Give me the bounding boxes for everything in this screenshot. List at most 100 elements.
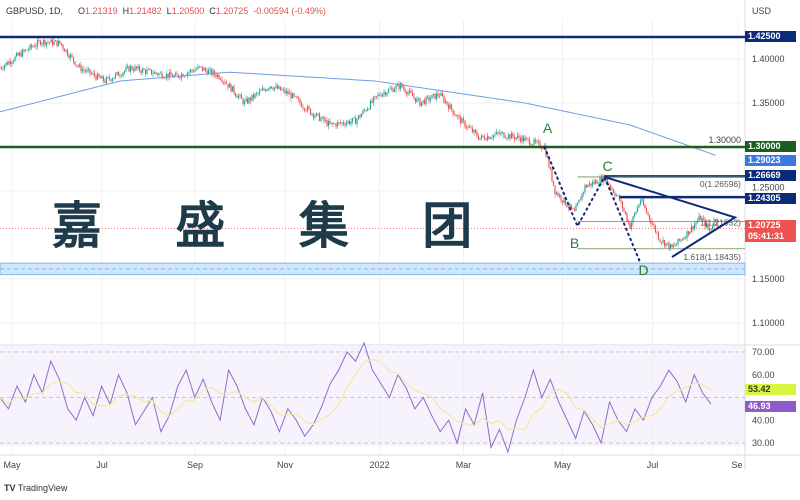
candle xyxy=(284,89,286,94)
candle xyxy=(521,136,523,142)
candle xyxy=(60,43,63,46)
candle xyxy=(477,136,480,140)
candle xyxy=(399,83,402,89)
candle xyxy=(9,61,12,64)
candle xyxy=(281,89,283,91)
rsi-ma-value-label: 53.42 xyxy=(745,383,796,395)
candle xyxy=(209,68,211,71)
candle xyxy=(537,141,540,142)
tradingview-logo[interactable]: TV TradingView xyxy=(4,483,68,493)
candle xyxy=(158,73,160,75)
candle xyxy=(276,85,279,89)
candle xyxy=(393,89,396,92)
candle xyxy=(53,41,55,45)
candle xyxy=(105,77,108,83)
candle xyxy=(641,199,643,201)
candle xyxy=(75,65,78,66)
candle xyxy=(599,177,601,184)
candle xyxy=(450,104,453,110)
rsi-line xyxy=(0,341,712,454)
candle xyxy=(456,115,459,117)
candle xyxy=(101,76,103,79)
candle xyxy=(162,77,165,79)
candle xyxy=(645,208,648,213)
candle xyxy=(95,75,97,80)
fib-label: 0(1.26596) xyxy=(700,179,741,189)
rsi-tick-label: 70.00 xyxy=(752,347,775,357)
candle xyxy=(372,97,375,103)
candle xyxy=(218,74,220,79)
candle xyxy=(470,127,472,129)
candle xyxy=(192,70,195,72)
candle xyxy=(449,104,451,109)
logo-text: TradingView xyxy=(17,483,68,493)
candle xyxy=(674,245,676,246)
candle xyxy=(216,74,219,78)
candle xyxy=(5,62,7,66)
candle xyxy=(359,115,361,118)
close-prefix: C xyxy=(209,6,216,16)
candle xyxy=(0,67,1,69)
candle xyxy=(611,188,613,190)
candle xyxy=(387,89,390,93)
candle xyxy=(6,62,9,65)
candle xyxy=(473,129,475,133)
candle xyxy=(438,95,441,97)
candle xyxy=(327,120,330,126)
candle xyxy=(609,185,612,189)
candle xyxy=(576,203,579,206)
rsi-tick-label: 40.00 xyxy=(752,415,775,425)
high-prefix: H xyxy=(122,6,130,16)
candle xyxy=(80,64,82,72)
price-level-label: 1.30000 xyxy=(745,141,796,152)
candle xyxy=(239,94,241,96)
candle xyxy=(92,73,94,74)
candle xyxy=(161,72,163,78)
candle xyxy=(324,120,327,121)
candle xyxy=(455,114,457,117)
candle xyxy=(27,49,30,51)
candle xyxy=(561,200,564,203)
candle xyxy=(468,126,471,128)
candle xyxy=(138,66,141,71)
candle xyxy=(392,88,394,92)
x-tick-label: Se xyxy=(731,460,742,470)
candle xyxy=(429,98,432,101)
candle xyxy=(654,225,657,232)
abcd-label-c: C xyxy=(602,158,612,174)
candle xyxy=(78,64,81,67)
candle xyxy=(203,68,205,71)
candle xyxy=(332,122,334,124)
candle xyxy=(227,83,229,88)
candle xyxy=(254,93,256,99)
y-tick-label: 1.35000 xyxy=(752,98,785,108)
candle xyxy=(116,71,118,74)
candle xyxy=(503,132,505,138)
candle xyxy=(672,245,675,248)
candle xyxy=(405,91,408,95)
candle xyxy=(525,137,528,139)
candle xyxy=(18,52,21,56)
candle xyxy=(167,73,169,78)
candle xyxy=(338,122,340,123)
candle xyxy=(582,191,585,194)
candle xyxy=(572,208,574,210)
candle xyxy=(98,73,100,77)
candle xyxy=(69,54,72,58)
candle xyxy=(236,95,238,98)
candle xyxy=(120,75,123,77)
candle xyxy=(245,98,247,102)
candle xyxy=(273,87,276,90)
candle xyxy=(186,72,189,76)
candle xyxy=(389,88,391,90)
candle xyxy=(659,239,661,242)
symbol-label: GBPUSD, 1D, xyxy=(6,6,64,16)
candle xyxy=(285,91,288,94)
candle xyxy=(689,231,691,235)
candle xyxy=(698,216,700,221)
candle xyxy=(488,136,490,139)
candle xyxy=(59,40,61,44)
candle xyxy=(90,73,93,75)
candle xyxy=(684,237,687,239)
